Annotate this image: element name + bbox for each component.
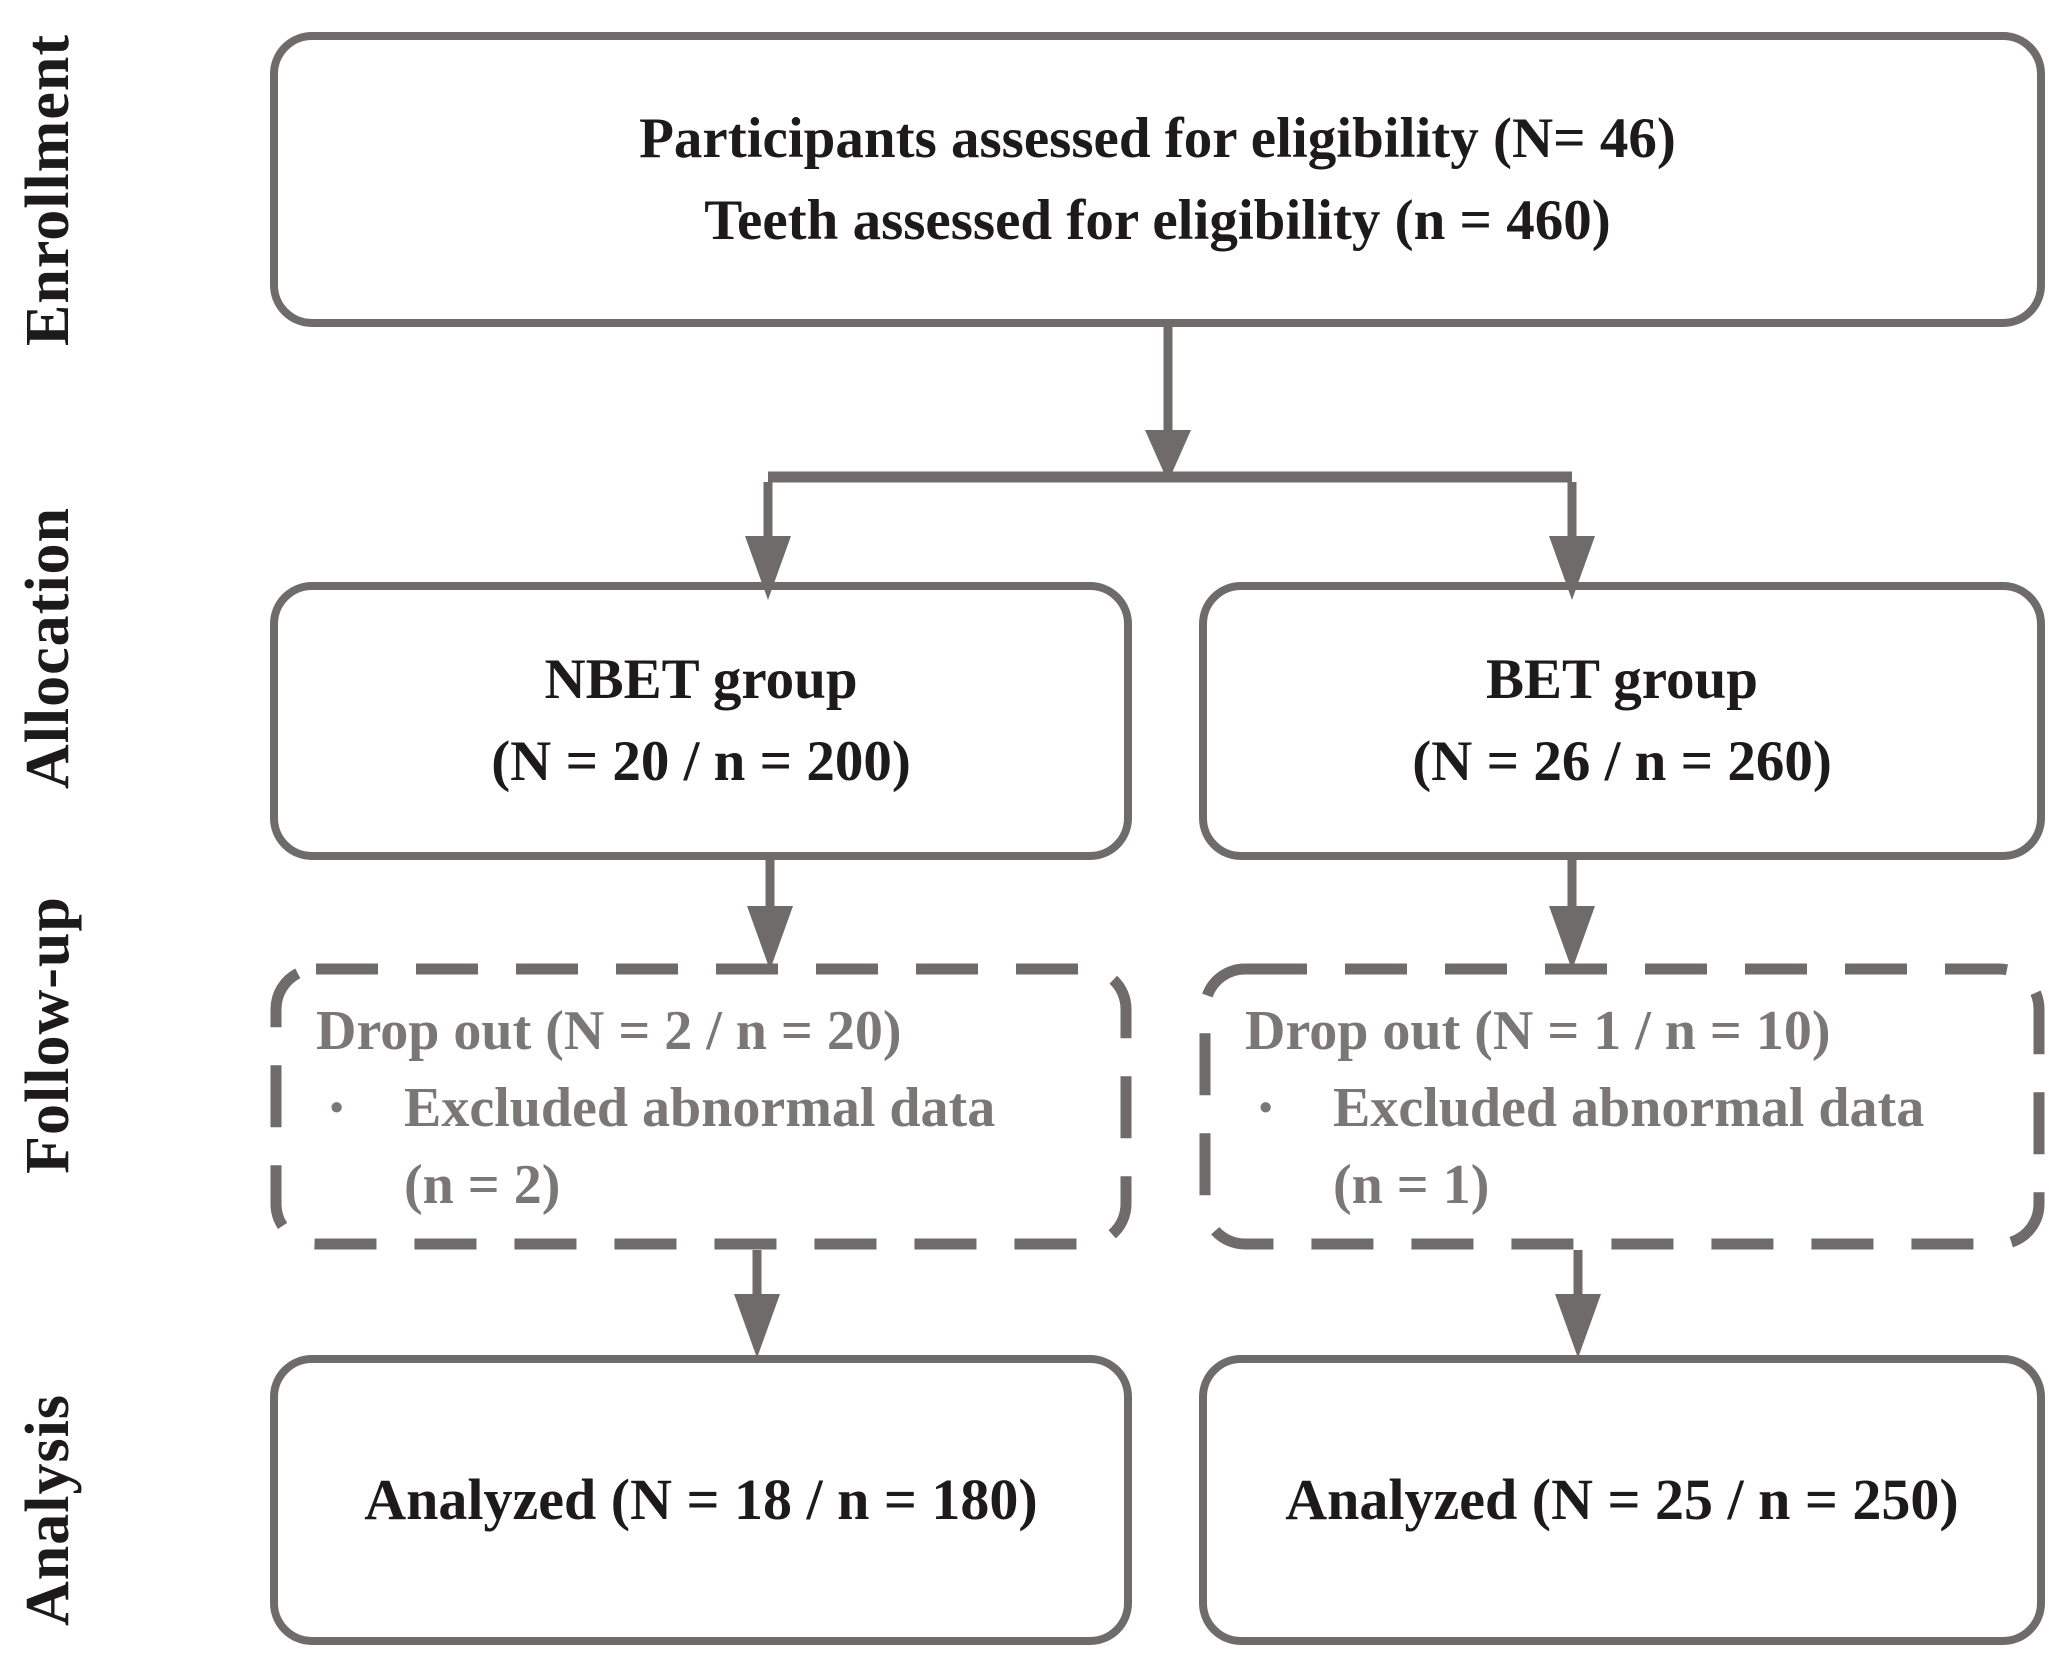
enrollment-line-participants: Participants assessed for eligibility (N… (639, 106, 1676, 170)
excluded-count: (n = 1) (1333, 1154, 1490, 1216)
followup-nbet-content: Drop out (N = 2 / n = 20) • Excluded abn… (270, 963, 1132, 1250)
arrowhead-down-icon (1145, 430, 1191, 482)
allocation-box-nbet: NBET group (N = 20 / n = 200) (270, 582, 1132, 860)
analysis-box-nbet: Analyzed (N = 18 / n = 180) (270, 1355, 1132, 1645)
bullet-icon: • (1259, 1087, 1273, 1129)
bet-group-title: BET group (1486, 648, 1758, 711)
dashed-border (1199, 963, 2045, 1250)
followup-box-nbet: Drop out (N = 2 / n = 20) • Excluded abn… (270, 963, 1132, 1250)
excluded-item: Excluded abnormal data (1333, 1077, 1925, 1139)
excluded-item: Excluded abnormal data (404, 1077, 996, 1139)
stage-label-enrollment: Enrollment (14, 34, 82, 346)
dashed-border (270, 963, 1132, 1250)
analyzed-nbet-text: Analyzed (N = 18 / n = 180) (364, 1467, 1038, 1532)
allocation-box-bet: BET group (N = 26 / n = 260) (1199, 582, 2045, 860)
dropout-title: Drop out (N = 2 / n = 20) (316, 1000, 902, 1062)
stage-label-analysis: Analysis (14, 1394, 82, 1626)
bet-group-counts: (N = 26 / n = 260) (1412, 730, 1832, 793)
stage-label-followup: Follow-up (14, 896, 82, 1174)
arrowhead-down-icon (1555, 1294, 1601, 1358)
arrowhead-down-icon (734, 1294, 780, 1358)
followup-bet-content: Drop out (N = 1 / n = 10) • Excluded abn… (1199, 963, 2045, 1250)
enrollment-box: Participants assessed for eligibility (N… (270, 32, 2045, 327)
arrowhead-down-icon (1549, 906, 1595, 970)
enrollment-line-teeth: Teeth assessed for eligibility (n = 460) (704, 188, 1611, 252)
bullet-icon: • (330, 1087, 344, 1129)
arrowhead-down-icon (747, 906, 793, 970)
excluded-count: (n = 2) (404, 1154, 561, 1216)
nbet-group-title: NBET group (544, 648, 858, 711)
followup-box-bet: Drop out (N = 1 / n = 10) • Excluded abn… (1199, 963, 2045, 1250)
analyzed-bet-text: Analyzed (N = 25 / n = 250) (1285, 1467, 1959, 1532)
nbet-group-counts: (N = 20 / n = 200) (491, 730, 911, 793)
analysis-box-bet: Analyzed (N = 25 / n = 250) (1199, 1355, 2045, 1645)
dropout-title: Drop out (N = 1 / n = 10) (1245, 1000, 1831, 1062)
